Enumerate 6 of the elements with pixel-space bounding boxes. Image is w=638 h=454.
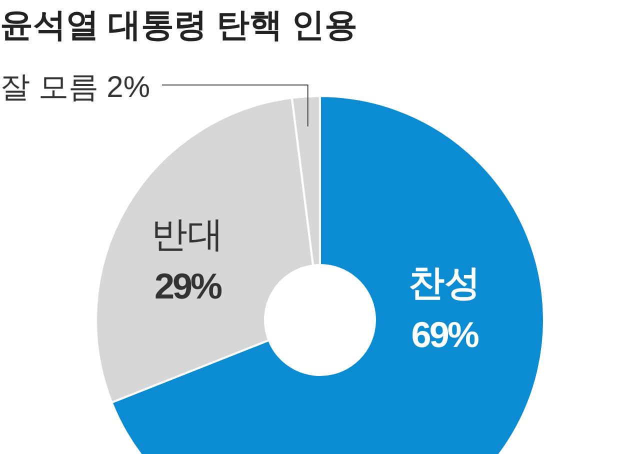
slice-label: 반대 <box>152 214 224 255</box>
data-label: 69% <box>411 314 480 356</box>
data-label: 29% <box>154 266 223 307</box>
slice-label: 잘 모름 2% <box>0 71 150 104</box>
slice-label: 찬성 <box>408 262 480 304</box>
chart-title: 윤석열 대통령 탄핵 인용 <box>0 6 358 43</box>
